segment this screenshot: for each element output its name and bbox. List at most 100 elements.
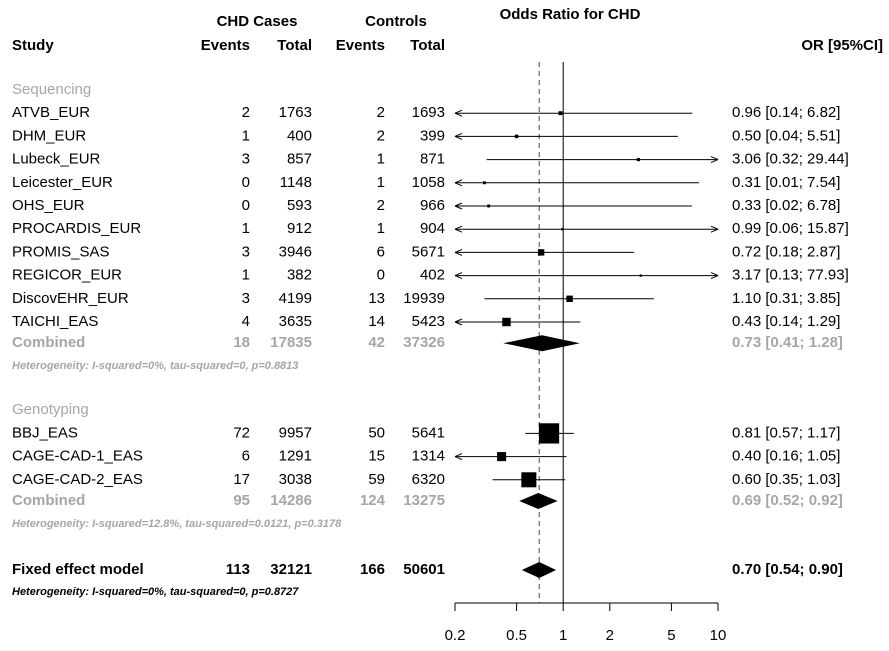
count: 4199 <box>279 290 312 307</box>
count: 14 <box>368 313 385 330</box>
count: 5641 <box>412 424 445 441</box>
count: 871 <box>420 151 445 168</box>
count: 113 <box>226 561 250 578</box>
ci-arrow <box>454 109 463 117</box>
study-name: Combined <box>12 492 85 509</box>
count: 13 <box>368 290 385 307</box>
count: 966 <box>420 197 445 214</box>
count: 0 <box>377 267 385 284</box>
count: 1 <box>377 220 385 237</box>
ci-arrow <box>454 248 463 256</box>
controls-header: Controls <box>365 13 427 30</box>
study-name: BBJ_EAS <box>12 424 78 441</box>
count: 124 <box>360 492 386 509</box>
cases-header: CHD Cases <box>217 13 298 30</box>
study-name: OHS_EUR <box>12 197 85 214</box>
count: 32121 <box>270 561 312 578</box>
events-header: Events <box>201 37 250 54</box>
count: 4 <box>242 313 250 330</box>
count: 17 <box>233 471 250 488</box>
count: 2 <box>242 104 250 121</box>
count: 1 <box>242 127 250 144</box>
count: 6 <box>377 243 385 260</box>
study-name: PROCARDIS_EUR <box>12 220 141 237</box>
events-header: Events <box>336 37 385 54</box>
or-label: 0.50 [0.04; 5.51] <box>732 127 840 144</box>
ci-arrow <box>454 453 463 461</box>
count: 400 <box>287 127 312 144</box>
ci-arrow <box>454 132 463 140</box>
count: 5423 <box>412 313 445 330</box>
or-label: 0.40 [0.16; 1.05] <box>732 448 840 465</box>
count: 59 <box>368 471 385 488</box>
or-label: 0.60 [0.35; 1.03] <box>732 471 840 488</box>
count: 1291 <box>279 448 312 465</box>
study-box <box>558 111 563 116</box>
or-label: 0.72 [0.18; 2.87] <box>732 243 840 260</box>
study-box <box>502 317 511 327</box>
or-label: 0.69 [0.52; 0.92] <box>732 492 843 509</box>
x-tick-label: 1 <box>559 627 567 644</box>
x-tick-label: 10 <box>710 627 727 644</box>
study-name: REGICOR_EUR <box>12 267 122 284</box>
count: 37326 <box>403 334 445 351</box>
chart-title: Odds Ratio for CHD <box>500 6 641 23</box>
count: 399 <box>420 127 445 144</box>
count: 402 <box>420 267 445 284</box>
study-box <box>497 452 507 462</box>
count: 0 <box>242 174 250 191</box>
count: 50 <box>368 424 385 441</box>
or-label: 0.33 [0.02; 6.78] <box>732 197 840 214</box>
count: 3 <box>242 243 250 260</box>
count: 166 <box>360 561 385 578</box>
study-box <box>514 134 519 139</box>
study-name: Leicester_EUR <box>12 174 113 191</box>
ci-arrow <box>710 272 719 280</box>
study-name: TAICHI_EAS <box>12 313 98 330</box>
or-label: 0.96 [0.14; 6.82] <box>732 104 840 121</box>
or-label: 1.10 [0.31; 3.85] <box>732 290 840 307</box>
count: 382 <box>287 267 312 284</box>
study-name: PROMIS_SAS <box>12 243 110 260</box>
count: 857 <box>287 151 312 168</box>
count: 912 <box>287 220 312 237</box>
count: 2 <box>377 104 385 121</box>
count: 3635 <box>279 313 312 330</box>
study-name: CAGE-CAD-1_EAS <box>12 448 143 465</box>
ci-arrow <box>454 225 463 233</box>
count: 6 <box>242 448 250 465</box>
count: 1058 <box>412 174 445 191</box>
ci-arrow <box>454 179 463 187</box>
or-label: 0.31 [0.01; 7.54] <box>732 174 840 191</box>
study-name: Lubeck_EUR <box>12 151 101 168</box>
study-name: Fixed effect model <box>12 561 144 578</box>
count: 17835 <box>270 334 312 351</box>
count: 13275 <box>403 492 445 509</box>
study-name: DiscovEHR_EUR <box>12 290 129 307</box>
or-label: 3.17 [0.13; 77.93] <box>732 267 849 284</box>
pooled-diamond <box>521 562 557 578</box>
count: 1 <box>242 220 250 237</box>
ci-arrow <box>454 318 463 326</box>
study-box <box>483 181 486 185</box>
study-box <box>521 472 537 488</box>
study-name: Combined <box>12 334 85 351</box>
or-label: 0.70 [0.54; 0.90] <box>732 561 843 578</box>
count: 1 <box>242 267 250 284</box>
count: 5671 <box>412 243 445 260</box>
study-name: DHM_EUR <box>12 127 86 144</box>
group-name: Genotyping <box>12 401 89 418</box>
study-name: CAGE-CAD-2_EAS <box>12 471 143 488</box>
or-label: 0.81 [0.57; 1.17] <box>732 424 840 441</box>
count: 2 <box>377 127 385 144</box>
count: 3 <box>242 290 250 307</box>
heterogeneity: Heterogeneity: I-squared=12.8%, tau-squa… <box>12 518 342 530</box>
study-box <box>636 158 640 162</box>
count: 1 <box>377 174 385 191</box>
or-label: 0.73 [0.41; 1.28] <box>732 334 843 351</box>
count: 6320 <box>412 471 445 488</box>
or-label: 0.43 [0.14; 1.29] <box>732 313 840 330</box>
count: 3946 <box>279 243 312 260</box>
ci-arrow <box>710 225 719 233</box>
